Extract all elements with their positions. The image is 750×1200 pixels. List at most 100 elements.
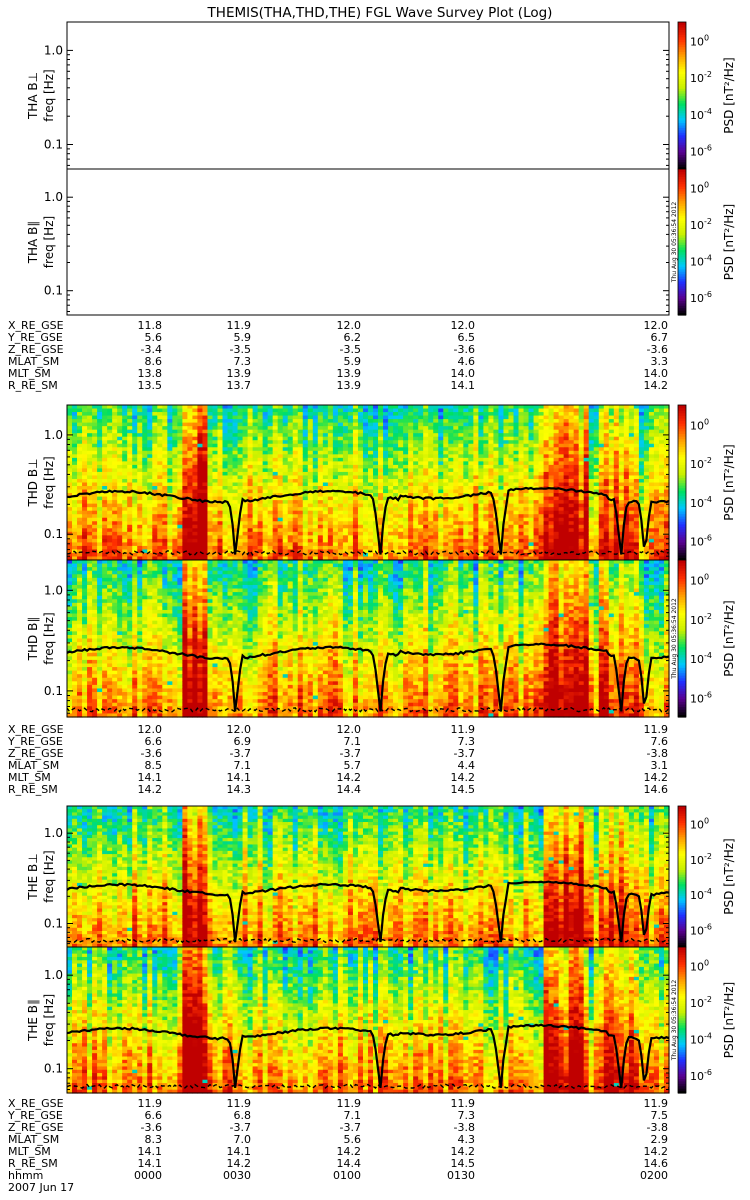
psd-cell	[448, 535, 454, 540]
psd-cell	[573, 475, 580, 480]
psd-cell	[262, 517, 269, 522]
psd-cell	[508, 535, 515, 540]
psd-cell	[408, 521, 414, 526]
psd-cell	[538, 521, 545, 526]
psd-cell	[262, 552, 269, 558]
psd-cell	[483, 517, 489, 522]
psd-cell	[468, 422, 474, 427]
psd-cell	[347, 486, 354, 491]
psd-cell	[242, 514, 249, 519]
psd-cell	[277, 521, 284, 526]
psd-cell	[528, 517, 535, 522]
psd-cell	[483, 556, 489, 561]
psd-cell	[317, 475, 324, 480]
psd-cell	[262, 486, 269, 491]
psd-cell	[242, 538, 249, 543]
psd-cell	[543, 549, 550, 554]
psd-cell	[588, 542, 595, 547]
psd-cell	[373, 503, 379, 508]
psd-cell	[433, 531, 439, 536]
psd-cell	[217, 447, 224, 452]
psd-cell	[252, 461, 259, 466]
psd-cell	[568, 419, 575, 424]
psd-cell	[67, 475, 73, 480]
psd-cell	[322, 535, 329, 540]
psd-cell	[157, 419, 163, 424]
psd-cell	[503, 457, 510, 462]
psd-cell	[498, 450, 505, 455]
psd-cell	[297, 468, 304, 473]
psd-cell	[393, 447, 399, 452]
psd-cell	[142, 542, 148, 547]
psd-cell	[553, 447, 560, 452]
psd-cell	[212, 443, 219, 448]
psd-cell	[362, 464, 369, 470]
psd-cell	[473, 426, 479, 431]
psd-cell	[122, 545, 128, 551]
psd-cell	[533, 517, 540, 522]
psd-cell	[67, 528, 73, 533]
psd-cell	[267, 503, 274, 508]
psd-cell	[438, 454, 444, 459]
psd-cell	[383, 478, 389, 484]
colorbar-segment	[678, 239, 686, 243]
psd-cell	[538, 542, 545, 547]
psd-cell	[187, 538, 194, 543]
psd-cell	[573, 433, 580, 438]
psd-cell	[608, 426, 615, 431]
psd-cell	[448, 503, 454, 508]
psd-cell	[152, 464, 158, 470]
psd-cell	[483, 464, 489, 470]
psd-cell	[237, 478, 244, 484]
psd-cell	[132, 556, 138, 561]
psd-cell	[232, 422, 239, 427]
psd-cell	[192, 503, 199, 508]
psd-cell	[483, 471, 489, 477]
psd-cell	[107, 552, 113, 558]
psd-cell	[307, 450, 314, 455]
psd-cell	[297, 486, 304, 491]
psd-cell	[212, 471, 219, 477]
psd-cell	[292, 464, 299, 470]
psd-cell	[152, 475, 158, 480]
psd-cell	[453, 461, 459, 466]
psd-cell	[237, 429, 244, 434]
psd-cell	[538, 464, 545, 470]
psd-cell	[302, 422, 309, 427]
psd-cell	[503, 542, 510, 547]
psd-cell	[312, 521, 319, 526]
psd-cell	[508, 443, 515, 448]
psd-cell	[117, 468, 123, 473]
psd-cell	[132, 443, 138, 448]
psd-cell	[137, 552, 143, 558]
psd-cell	[307, 556, 314, 561]
psd-cell	[523, 496, 530, 501]
psd-cell	[558, 507, 565, 512]
psd-cell	[227, 461, 234, 466]
psd-cell	[508, 405, 515, 410]
psd-cell	[443, 500, 449, 505]
psd-cell	[102, 454, 108, 459]
psd-cell	[548, 429, 555, 434]
psd-cell	[192, 429, 199, 434]
psd-cell	[132, 517, 138, 522]
psd-cell	[97, 412, 103, 417]
psd-cell	[92, 415, 98, 420]
psd-cell	[252, 440, 259, 445]
psd-cell	[287, 524, 294, 529]
psd-cell	[332, 471, 339, 477]
psd-cell	[102, 412, 108, 417]
psd-cell	[558, 436, 565, 441]
psd-cell	[317, 405, 324, 410]
psd-cell	[82, 461, 88, 466]
psd-cell	[72, 507, 78, 512]
psd-cell	[373, 457, 379, 462]
psd-cell	[428, 517, 434, 522]
psd-cell	[242, 531, 249, 536]
psd-cell	[553, 440, 560, 445]
psd-cell	[438, 468, 444, 473]
psd-cell	[423, 419, 429, 424]
psd-cell	[463, 535, 469, 540]
psd-cell	[177, 489, 183, 494]
